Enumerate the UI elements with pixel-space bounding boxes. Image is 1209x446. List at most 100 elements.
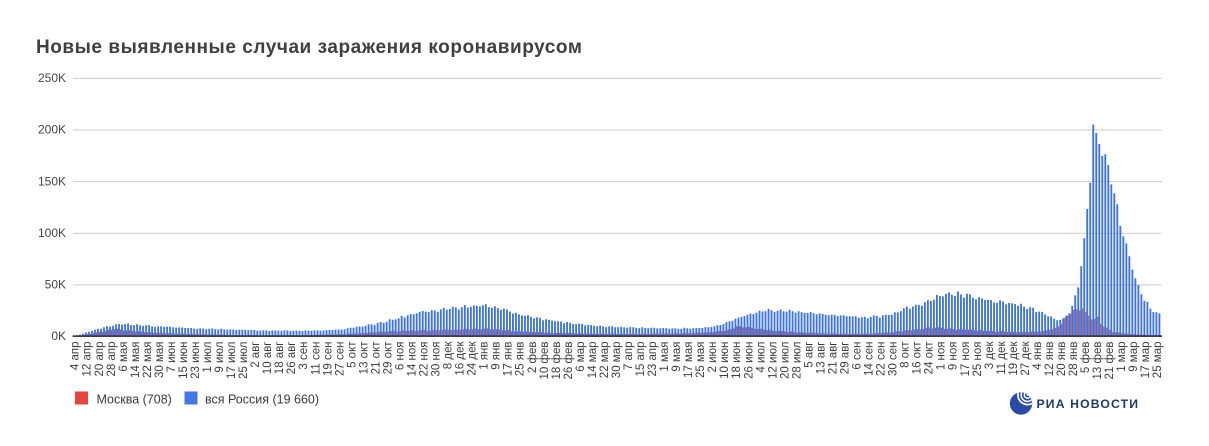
svg-text:30 ноя: 30 ноя	[431, 342, 443, 377]
svg-text:2 июн: 2 июн	[707, 342, 719, 373]
svg-text:9 ноя: 9 ноя	[948, 342, 960, 371]
svg-text:1 мар: 1 мар	[1116, 342, 1128, 372]
svg-text:вся Россия (19 660): вся Россия (19 660)	[205, 393, 319, 407]
svg-text:10 июн: 10 июн	[719, 342, 731, 379]
svg-text:12 янв: 12 янв	[1044, 342, 1056, 377]
svg-text:6 сен: 6 сен	[852, 342, 864, 370]
svg-text:100K: 100K	[38, 226, 66, 240]
svg-text:14 сен: 14 сен	[864, 342, 876, 376]
svg-text:7 апр: 7 апр	[623, 342, 635, 371]
svg-text:2 авг: 2 авг	[250, 342, 262, 368]
svg-text:30 мая: 30 мая	[154, 342, 166, 379]
svg-text:30 мар: 30 мар	[611, 342, 623, 379]
svg-text:13 авг: 13 авг	[815, 342, 827, 375]
svg-text:3 сен: 3 сен	[298, 342, 310, 370]
svg-text:27 сен: 27 сен	[334, 342, 346, 376]
svg-text:10 фев: 10 фев	[539, 342, 551, 380]
svg-text:15 июн: 15 июн	[178, 342, 190, 379]
svg-text:4 апр: 4 апр	[70, 342, 82, 371]
svg-text:23 июн: 23 июн	[190, 342, 202, 379]
svg-text:РИА НОВОСТИ: РИА НОВОСТИ	[1037, 397, 1140, 411]
svg-text:25 мая: 25 мая	[695, 342, 707, 379]
svg-text:25 ноя: 25 ноя	[972, 342, 984, 377]
svg-text:9 мая: 9 мая	[671, 342, 683, 372]
svg-text:250K: 250K	[38, 71, 66, 85]
svg-text:4 янв: 4 янв	[1032, 342, 1044, 370]
svg-text:11 дек: 11 дек	[996, 341, 1008, 375]
svg-text:11 сен: 11 сен	[310, 342, 322, 376]
svg-text:22 ноя: 22 ноя	[419, 342, 431, 377]
svg-text:6 мар: 6 мар	[575, 342, 587, 372]
svg-text:0K: 0K	[51, 329, 66, 343]
svg-text:Москва (708): Москва (708)	[97, 393, 172, 407]
svg-text:7 июн: 7 июн	[166, 342, 178, 373]
svg-text:26 фев: 26 фев	[563, 342, 575, 380]
svg-text:2 фев: 2 фев	[527, 342, 539, 374]
svg-text:27 дек: 27 дек	[1020, 341, 1032, 376]
svg-text:15 апр: 15 апр	[635, 342, 647, 377]
svg-text:6 ноя: 6 ноя	[394, 342, 406, 371]
svg-text:22 мая: 22 мая	[142, 342, 154, 379]
svg-text:18 июн: 18 июн	[731, 342, 743, 379]
svg-text:25 июл: 25 июл	[238, 342, 250, 380]
svg-text:20 янв: 20 янв	[1056, 342, 1068, 377]
svg-text:26 июн: 26 июн	[743, 342, 755, 379]
svg-text:19 дек: 19 дек	[1008, 341, 1020, 376]
svg-text:9 мар: 9 мар	[1128, 342, 1140, 372]
svg-text:18 фев: 18 фев	[551, 342, 563, 380]
svg-text:9 июл: 9 июл	[214, 342, 226, 373]
svg-text:1 мая: 1 мая	[659, 342, 671, 372]
svg-text:22 сен: 22 сен	[876, 342, 888, 376]
svg-text:13 окт: 13 окт	[358, 341, 370, 375]
svg-text:1 янв: 1 янв	[479, 342, 491, 370]
svg-text:29 авг: 29 авг	[839, 342, 851, 375]
svg-text:6 мая: 6 мая	[118, 342, 130, 372]
svg-text:17 мая: 17 мая	[683, 342, 695, 379]
svg-text:17 янв: 17 янв	[503, 342, 515, 377]
svg-text:12 апр: 12 апр	[82, 342, 94, 377]
svg-text:24 дек: 24 дек	[467, 341, 479, 376]
svg-text:24 окт: 24 окт	[924, 341, 936, 375]
svg-text:22 мар: 22 мар	[599, 342, 611, 379]
svg-text:16 дек: 16 дек	[455, 341, 467, 376]
svg-text:5 авг: 5 авг	[803, 342, 815, 368]
svg-text:9 янв: 9 янв	[491, 342, 503, 370]
svg-text:8 окт: 8 окт	[900, 341, 912, 368]
svg-text:17 ноя: 17 ноя	[960, 342, 972, 377]
svg-text:13 фев: 13 фев	[1092, 342, 1104, 380]
svg-text:30 сен: 30 сен	[888, 342, 900, 376]
svg-text:28 июл: 28 июл	[791, 342, 803, 380]
svg-text:5 окт: 5 окт	[346, 341, 358, 368]
svg-text:23 апр: 23 апр	[647, 342, 659, 377]
svg-text:16 окт: 16 окт	[912, 341, 924, 375]
svg-text:5 фев: 5 фев	[1080, 342, 1092, 374]
svg-text:14 ноя: 14 ноя	[406, 342, 418, 377]
svg-text:17 мар: 17 мар	[1140, 342, 1152, 379]
svg-text:21 авг: 21 авг	[827, 342, 839, 375]
svg-text:14 мар: 14 мар	[587, 342, 599, 379]
svg-text:200K: 200K	[38, 123, 66, 137]
svg-text:14 мая: 14 мая	[130, 342, 142, 379]
svg-text:12 июл: 12 июл	[767, 342, 779, 380]
svg-text:150K: 150K	[38, 174, 66, 188]
svg-text:21 окт: 21 окт	[370, 341, 382, 375]
svg-text:Новые выявленные случаи зараже: Новые выявленные случаи заражения корона…	[36, 37, 582, 58]
svg-text:1 июл: 1 июл	[202, 342, 214, 373]
svg-text:25 янв: 25 янв	[515, 342, 527, 377]
svg-text:4 июл: 4 июл	[755, 342, 767, 373]
svg-text:20 апр: 20 апр	[94, 342, 106, 377]
svg-text:1 ноя: 1 ноя	[936, 342, 948, 371]
svg-text:28 янв: 28 янв	[1068, 342, 1080, 377]
svg-text:50K: 50K	[45, 278, 66, 292]
svg-text:20 июл: 20 июл	[779, 342, 791, 380]
svg-text:19 сен: 19 сен	[322, 342, 334, 376]
svg-text:21 фев: 21 фев	[1104, 342, 1116, 380]
svg-text:29 окт: 29 окт	[382, 341, 394, 375]
svg-text:17 июл: 17 июл	[226, 342, 238, 380]
svg-text:28 апр: 28 апр	[106, 342, 118, 377]
svg-text:3 дек: 3 дек	[984, 341, 996, 370]
svg-text:25 мар: 25 мар	[1152, 342, 1164, 379]
svg-text:26 авг: 26 авг	[286, 342, 298, 375]
svg-text:18 авг: 18 авг	[274, 342, 286, 375]
svg-text:10 авг: 10 авг	[262, 342, 274, 375]
